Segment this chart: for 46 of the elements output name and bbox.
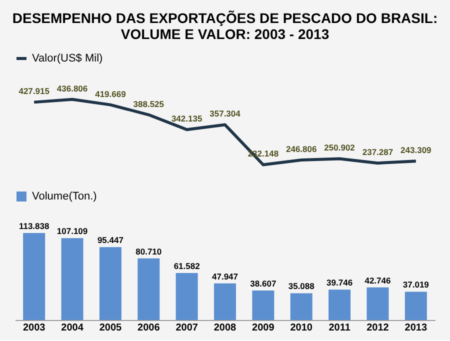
bar — [290, 293, 312, 320]
x-tick-label: 2012 — [366, 322, 390, 334]
legend-label: Volume(Ton.) — [32, 190, 97, 202]
x-tick-label: 2008 — [214, 322, 237, 334]
data-label: 107.109 — [56, 226, 88, 236]
data-label: 419.669 — [95, 88, 126, 99]
data-label: 427.915 — [18, 86, 50, 96]
data-label: 80.710 — [136, 246, 162, 256]
bar — [99, 247, 122, 320]
data-label: 37.019 — [402, 280, 430, 290]
bar — [61, 238, 84, 320]
data-label: 436.806 — [56, 83, 88, 94]
x-tick-label: 2007 — [176, 322, 198, 334]
data-label: 38.607 — [250, 278, 276, 289]
bar — [138, 258, 160, 320]
data-label: 113.838 — [18, 221, 50, 232]
data-label: 61.582 — [174, 260, 200, 271]
x-tick-label: 2013 — [404, 322, 428, 334]
bar — [366, 287, 389, 320]
bar — [23, 233, 46, 320]
bar — [404, 292, 427, 320]
data-label: 243.309 — [400, 145, 432, 156]
x-tick-label: 2011 — [328, 322, 351, 334]
legend-label: Valor(US$ Mil) — [32, 52, 103, 64]
data-label: 42.746 — [364, 275, 391, 286]
x-tick-label: 2009 — [252, 322, 275, 334]
bar — [176, 272, 198, 320]
data-label: 95.447 — [97, 235, 124, 246]
x-tick-label: 2010 — [290, 322, 313, 334]
data-label: 357.304 — [210, 108, 241, 119]
bar — [252, 290, 274, 320]
data-label: 35.088 — [288, 281, 315, 292]
bar — [328, 290, 351, 320]
data-label: 250.902 — [324, 142, 356, 153]
bar — [214, 283, 236, 320]
x-tick-label: 2005 — [99, 322, 122, 334]
data-label: 47.947 — [212, 271, 238, 282]
data-label: 246.806 — [286, 144, 317, 154]
data-label: 39.746 — [326, 278, 353, 288]
data-label: 388.525 — [133, 98, 164, 109]
data-label: 342.135 — [171, 114, 202, 124]
x-tick-label: 2003 — [22, 322, 46, 334]
data-label: 237.287 — [362, 147, 394, 158]
x-tick-label: 2004 — [61, 322, 84, 334]
chart-title: DESEMPENHO DAS EXPORTAÇÕES DE PESCADO DO BRASIL: VOLUME E VALOR: 2003 - 2013 — [12, 10, 438, 42]
x-tick-label: 2006 — [138, 322, 160, 334]
